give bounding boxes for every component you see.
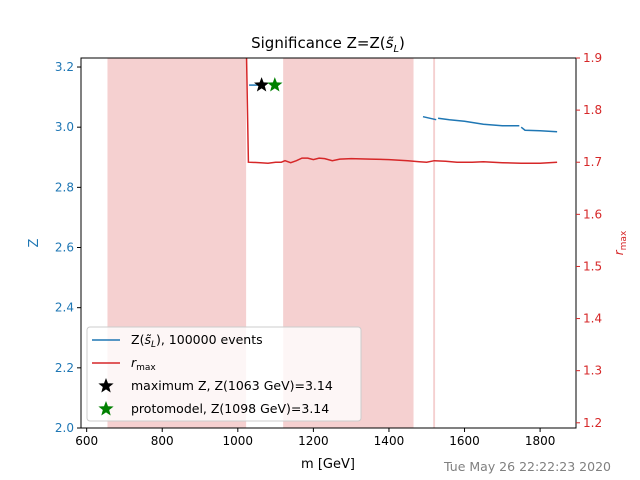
series-lines xyxy=(245,58,558,165)
markers xyxy=(254,77,283,92)
y-right-tick-label: 1.8 xyxy=(583,103,602,117)
x-tick-label: 1000 xyxy=(223,434,254,448)
legend-rmax-label: rmax xyxy=(131,355,156,373)
y-axis-right-label: rmax xyxy=(612,230,629,255)
legend-proto-star xyxy=(98,401,114,416)
legend-z-label: Z(s̃L), 100000 events xyxy=(131,332,263,350)
x-tick-label: 1200 xyxy=(298,434,329,448)
z-series-line xyxy=(422,115,437,121)
x-axis-label: m [GeV] xyxy=(301,457,355,472)
y-right-tick-label: 1.5 xyxy=(583,259,602,273)
plot-frame xyxy=(80,57,577,429)
y-right-tick-label: 1.6 xyxy=(583,207,602,221)
y-left-tick-label: 2.0 xyxy=(55,421,74,435)
protomodel-star-marker xyxy=(267,77,283,92)
y-left-tick-label: 2.8 xyxy=(55,180,74,194)
shaded-region xyxy=(433,58,436,428)
legend-max-label: maximum Z, Z(1063 GeV)=3.14 xyxy=(131,378,333,393)
legend-box xyxy=(86,326,362,422)
legend-max-star xyxy=(98,378,114,393)
x-tick-label: 600 xyxy=(75,434,98,448)
y-left-tick-label: 2.2 xyxy=(55,361,74,375)
timestamp: Tue May 26 22:22:23 2020 xyxy=(444,459,611,474)
y-right-tick-label: 1.9 xyxy=(583,51,602,65)
y-axis-left-label: Z xyxy=(27,238,42,247)
legend: Z(s̃L), 100000 events rmax maximum Z, Z(10… xyxy=(86,326,362,422)
legend-proto-label: protomodel, Z(1098 GeV)=3.14 xyxy=(131,401,329,416)
y-left-tick-label: 2.4 xyxy=(55,301,74,315)
x-tick-label: 1400 xyxy=(374,434,405,448)
x-tick-label: 1800 xyxy=(525,434,556,448)
x-tick-label: 1600 xyxy=(449,434,480,448)
y-right-tick-label: 1.4 xyxy=(583,312,602,326)
chart-title: Significance Z=Z(s̃L) xyxy=(251,34,405,55)
y-left-tick-label: 2.6 xyxy=(55,241,74,255)
x-axis: 600 800 1000 1200 1400 1600 1800 xyxy=(75,428,555,448)
max-z-star-marker xyxy=(254,77,270,92)
y-right-tick-label: 1.3 xyxy=(583,364,602,378)
z-series-line xyxy=(438,117,520,127)
y-axis-left: 2.0 2.2 2.4 2.6 2.8 3.0 3.2 xyxy=(55,60,81,435)
y-right-tick-label: 1.2 xyxy=(583,416,602,430)
y-axis-right: 1.2 1.3 1.4 1.5 1.6 1.7 1.8 1.9 xyxy=(576,51,602,430)
x-tick-label: 800 xyxy=(151,434,174,448)
y-left-tick-label: 3.0 xyxy=(55,120,74,134)
rmax-series-line xyxy=(245,58,558,165)
z-series-line xyxy=(520,126,558,133)
y-right-tick-label: 1.7 xyxy=(583,155,602,169)
y-left-tick-label: 3.2 xyxy=(55,60,74,74)
